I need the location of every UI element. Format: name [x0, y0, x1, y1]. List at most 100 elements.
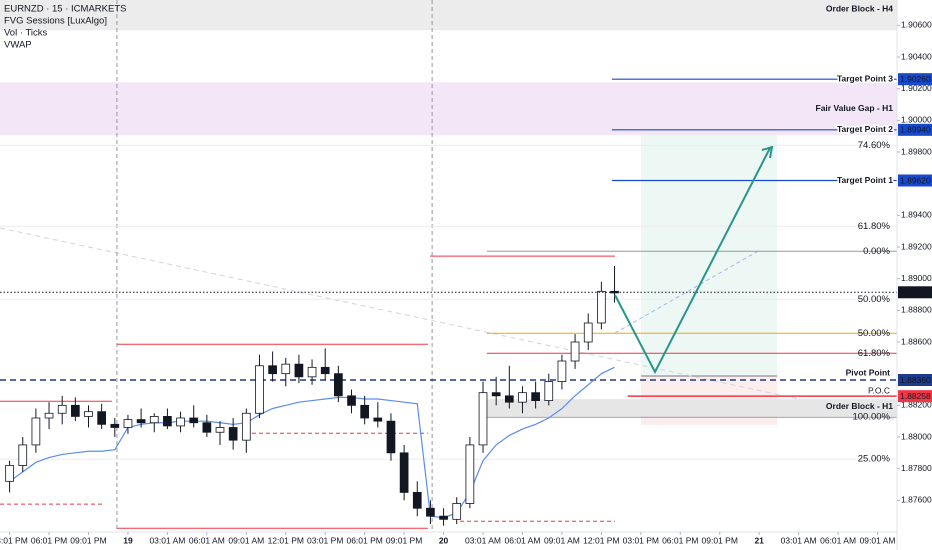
price-box-label: 1.90260	[900, 74, 931, 84]
candle-body	[123, 419, 133, 428]
price-box	[898, 73, 932, 86]
header-line: VWAP	[4, 40, 32, 51]
candle-body	[347, 395, 356, 406]
underlay	[0, 0, 898, 532]
candle-body	[228, 427, 238, 441]
candle-body	[557, 360, 567, 382]
x-tick-label: 09:01 AM	[544, 535, 580, 545]
x-tick-label: 06:01 AM	[820, 535, 856, 545]
price-box	[898, 374, 932, 386]
target-label: Target Point 2	[837, 124, 893, 134]
y-tick-label: 1.90600	[901, 20, 932, 30]
fib-label: 61.80%	[858, 348, 891, 359]
y-tick-label: 1.89400	[901, 210, 932, 220]
y-tick-label: 1.89800	[901, 146, 932, 156]
candle-body	[202, 422, 212, 433]
candle-body	[360, 404, 370, 419]
price-axis: 1.87600 1.87800 1.88000 1.88200 1.88600 1.888…	[896, 0, 932, 550]
candle-body	[163, 416, 172, 427]
candle-body	[570, 341, 580, 362]
x-tick-label: 12:01 PM	[268, 535, 304, 545]
fib-label: 50.00%	[858, 294, 891, 305]
y-tick-label: 1.89200	[901, 241, 932, 251]
pivot-label: Pivot Point	[846, 367, 891, 377]
x-tick-label: 09:01 PM	[386, 535, 422, 545]
x-tick-label: 06:01 AM	[505, 535, 541, 545]
y-tick-label: 1.88800	[901, 305, 932, 315]
candle-body	[399, 452, 409, 493]
candle-body	[57, 404, 67, 414]
x-tick-label: 09:01 PM	[702, 535, 738, 545]
fib-label: 100.00%	[852, 412, 890, 423]
y-tick-label: 1.90000	[901, 115, 932, 125]
fib-label: 50.00%	[858, 328, 891, 339]
countdown-box	[898, 286, 932, 299]
candle-body	[281, 363, 291, 375]
candle-body	[491, 392, 501, 397]
candle-body	[465, 444, 475, 504]
price-box-label: 1.88258	[900, 391, 931, 401]
candle-body	[294, 363, 304, 378]
y-tick-label: 1.88600	[901, 336, 932, 346]
candle-body	[176, 417, 185, 427]
candle-body	[189, 417, 199, 424]
header-line: EURNZD · 15 · ICMARKETS	[4, 4, 126, 15]
fib-label: 0.00%	[863, 246, 890, 257]
candle-body	[268, 365, 277, 375]
candle-body	[597, 290, 606, 324]
x-tick-label: 03:01 PM	[623, 535, 659, 545]
x-tick-label: 21	[754, 535, 764, 545]
candle-body	[412, 492, 422, 509]
x-tick-label: 09:01 PM	[70, 535, 106, 545]
candle-body	[18, 444, 28, 466]
candle-body	[320, 366, 330, 375]
candle-body	[583, 322, 593, 343]
candle-body	[386, 420, 396, 454]
price-box-label: 1.89940	[900, 125, 931, 135]
arrow-head	[761, 145, 774, 159]
candle-body	[97, 411, 106, 425]
zone-label: Order Block - H1	[826, 401, 893, 411]
candle-body	[215, 427, 225, 433]
candle-body	[110, 423, 120, 428]
x-tick-label: 03:01 AM	[781, 535, 817, 545]
price-axis-bg	[897, 0, 932, 550]
y-tick-label: 1.88000	[901, 431, 932, 441]
header-line: FVG Sessions [LuxAlgo]	[4, 16, 107, 27]
time-axis-bg	[0, 532, 897, 550]
x-tick-label: 12:01 PM	[583, 535, 619, 545]
candle-body	[136, 419, 146, 424]
fib-label: 74.60%	[858, 140, 891, 151]
zone	[486, 399, 897, 417]
candle-body	[610, 290, 619, 294]
y-tick-label: 1.90400	[901, 51, 932, 61]
zone	[0, 82, 897, 136]
candle-body	[518, 392, 527, 403]
header-line: Vol · Ticks	[4, 28, 48, 39]
overlay	[614, 145, 774, 375]
candle-body	[44, 412, 54, 419]
candle-body	[452, 503, 462, 520]
x-tick-label: 06:01 AM	[189, 535, 225, 545]
y-tick-label: 1.87600	[901, 495, 932, 505]
candle-body	[31, 417, 41, 446]
vwap-line	[9, 366, 615, 519]
price-box	[898, 390, 932, 403]
x-tick-label: 06:01 PM	[31, 535, 67, 545]
x-tick-label: 19	[123, 535, 133, 545]
candle-body	[71, 404, 80, 417]
candle-body	[307, 366, 317, 378]
candle-body	[426, 507, 435, 517]
x-tick-label: 03:01 AM	[149, 535, 185, 545]
x-tick-label: 03:01 PM	[0, 535, 28, 545]
y-tick-label: 1.88200	[901, 400, 932, 410]
price-box	[898, 123, 932, 136]
candle-body	[478, 392, 488, 446]
candle-body	[334, 373, 343, 397]
price-box-label: 1.89620	[900, 175, 931, 185]
target-label: Target Point 1	[837, 175, 893, 185]
projection-arrow	[614, 147, 771, 375]
zone	[0, 0, 897, 31]
candle-body	[84, 411, 93, 417]
zone-label: Fair Value Gap - H1	[816, 103, 894, 113]
